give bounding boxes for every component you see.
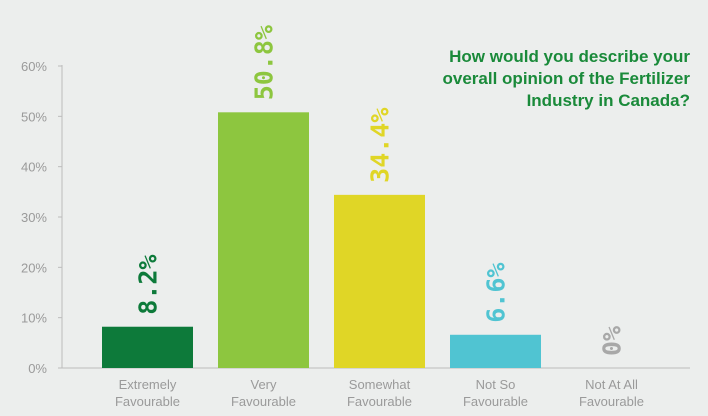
x-tick-label: Somewhat (349, 377, 411, 392)
y-tick-label: 40% (21, 160, 47, 175)
data-label: 6.6% (482, 263, 511, 323)
bar (450, 334, 541, 368)
bar (218, 112, 309, 368)
data-label: 34.4% (366, 108, 395, 183)
bar (102, 326, 193, 368)
data-label: 8.2% (134, 255, 163, 315)
y-tick-label: 60% (21, 59, 47, 74)
x-tick-label: Very (250, 377, 277, 392)
chart-title: How would you describe your overall opin… (442, 47, 690, 110)
data-label: 50.8% (250, 25, 279, 100)
x-tick-label: Not At All (585, 377, 638, 392)
y-tick-label: 0% (28, 361, 47, 376)
x-tick-label: Favourable (463, 394, 528, 409)
x-tick-label: Favourable (115, 394, 180, 409)
y-tick-label: 50% (21, 109, 47, 124)
x-tick-label: Extremely (119, 377, 177, 392)
bar (334, 194, 425, 368)
data-label: 0% (598, 326, 627, 356)
x-tick-label: Favourable (579, 394, 644, 409)
x-tick-label: Not So (476, 377, 516, 392)
x-tick-label: Favourable (347, 394, 412, 409)
y-tick-label: 30% (21, 210, 47, 225)
x-tick-label: Favourable (231, 394, 296, 409)
y-tick-label: 20% (21, 260, 47, 275)
y-tick-label: 10% (21, 311, 47, 326)
